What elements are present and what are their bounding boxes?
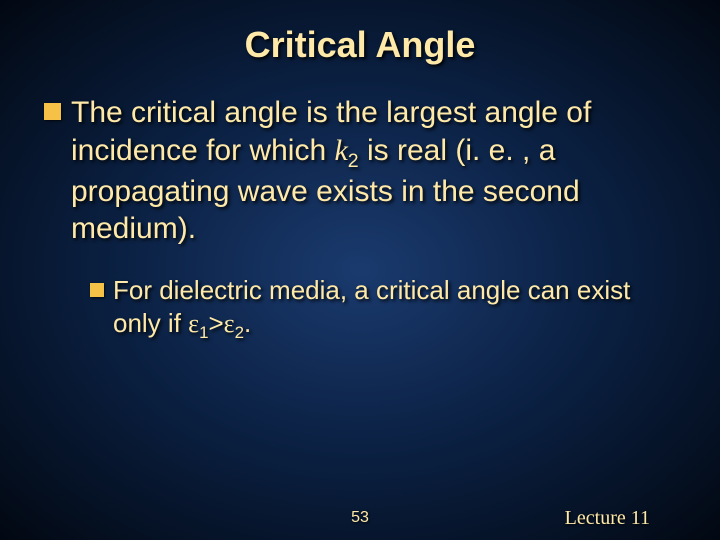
sub-period: . bbox=[244, 308, 251, 338]
bullet-level2: For dielectric media, a critical angle c… bbox=[90, 274, 684, 344]
slide-container: Critical Angle The critical angle is the… bbox=[0, 0, 720, 540]
bullet-text-1: The critical angle is the largest angle … bbox=[71, 94, 684, 248]
sub-bullet-icon bbox=[90, 283, 104, 297]
epsilon-2: ε bbox=[224, 309, 235, 338]
page-number: 53 bbox=[351, 509, 369, 527]
bullet-level1: The critical angle is the largest angle … bbox=[44, 94, 684, 248]
gt-symbol: > bbox=[208, 308, 223, 338]
sub-bullet-text: For dielectric media, a critical angle c… bbox=[113, 274, 684, 344]
bullet-icon bbox=[44, 103, 61, 120]
epsilon-1: ε bbox=[188, 309, 199, 338]
epsilon-2-sub: 2 bbox=[235, 323, 244, 342]
lecture-label: Lecture 11 bbox=[565, 507, 650, 530]
bullet1-sub: 2 bbox=[348, 150, 359, 172]
bullet1-var: k bbox=[334, 134, 347, 167]
slide-title: Critical Angle bbox=[36, 24, 684, 66]
